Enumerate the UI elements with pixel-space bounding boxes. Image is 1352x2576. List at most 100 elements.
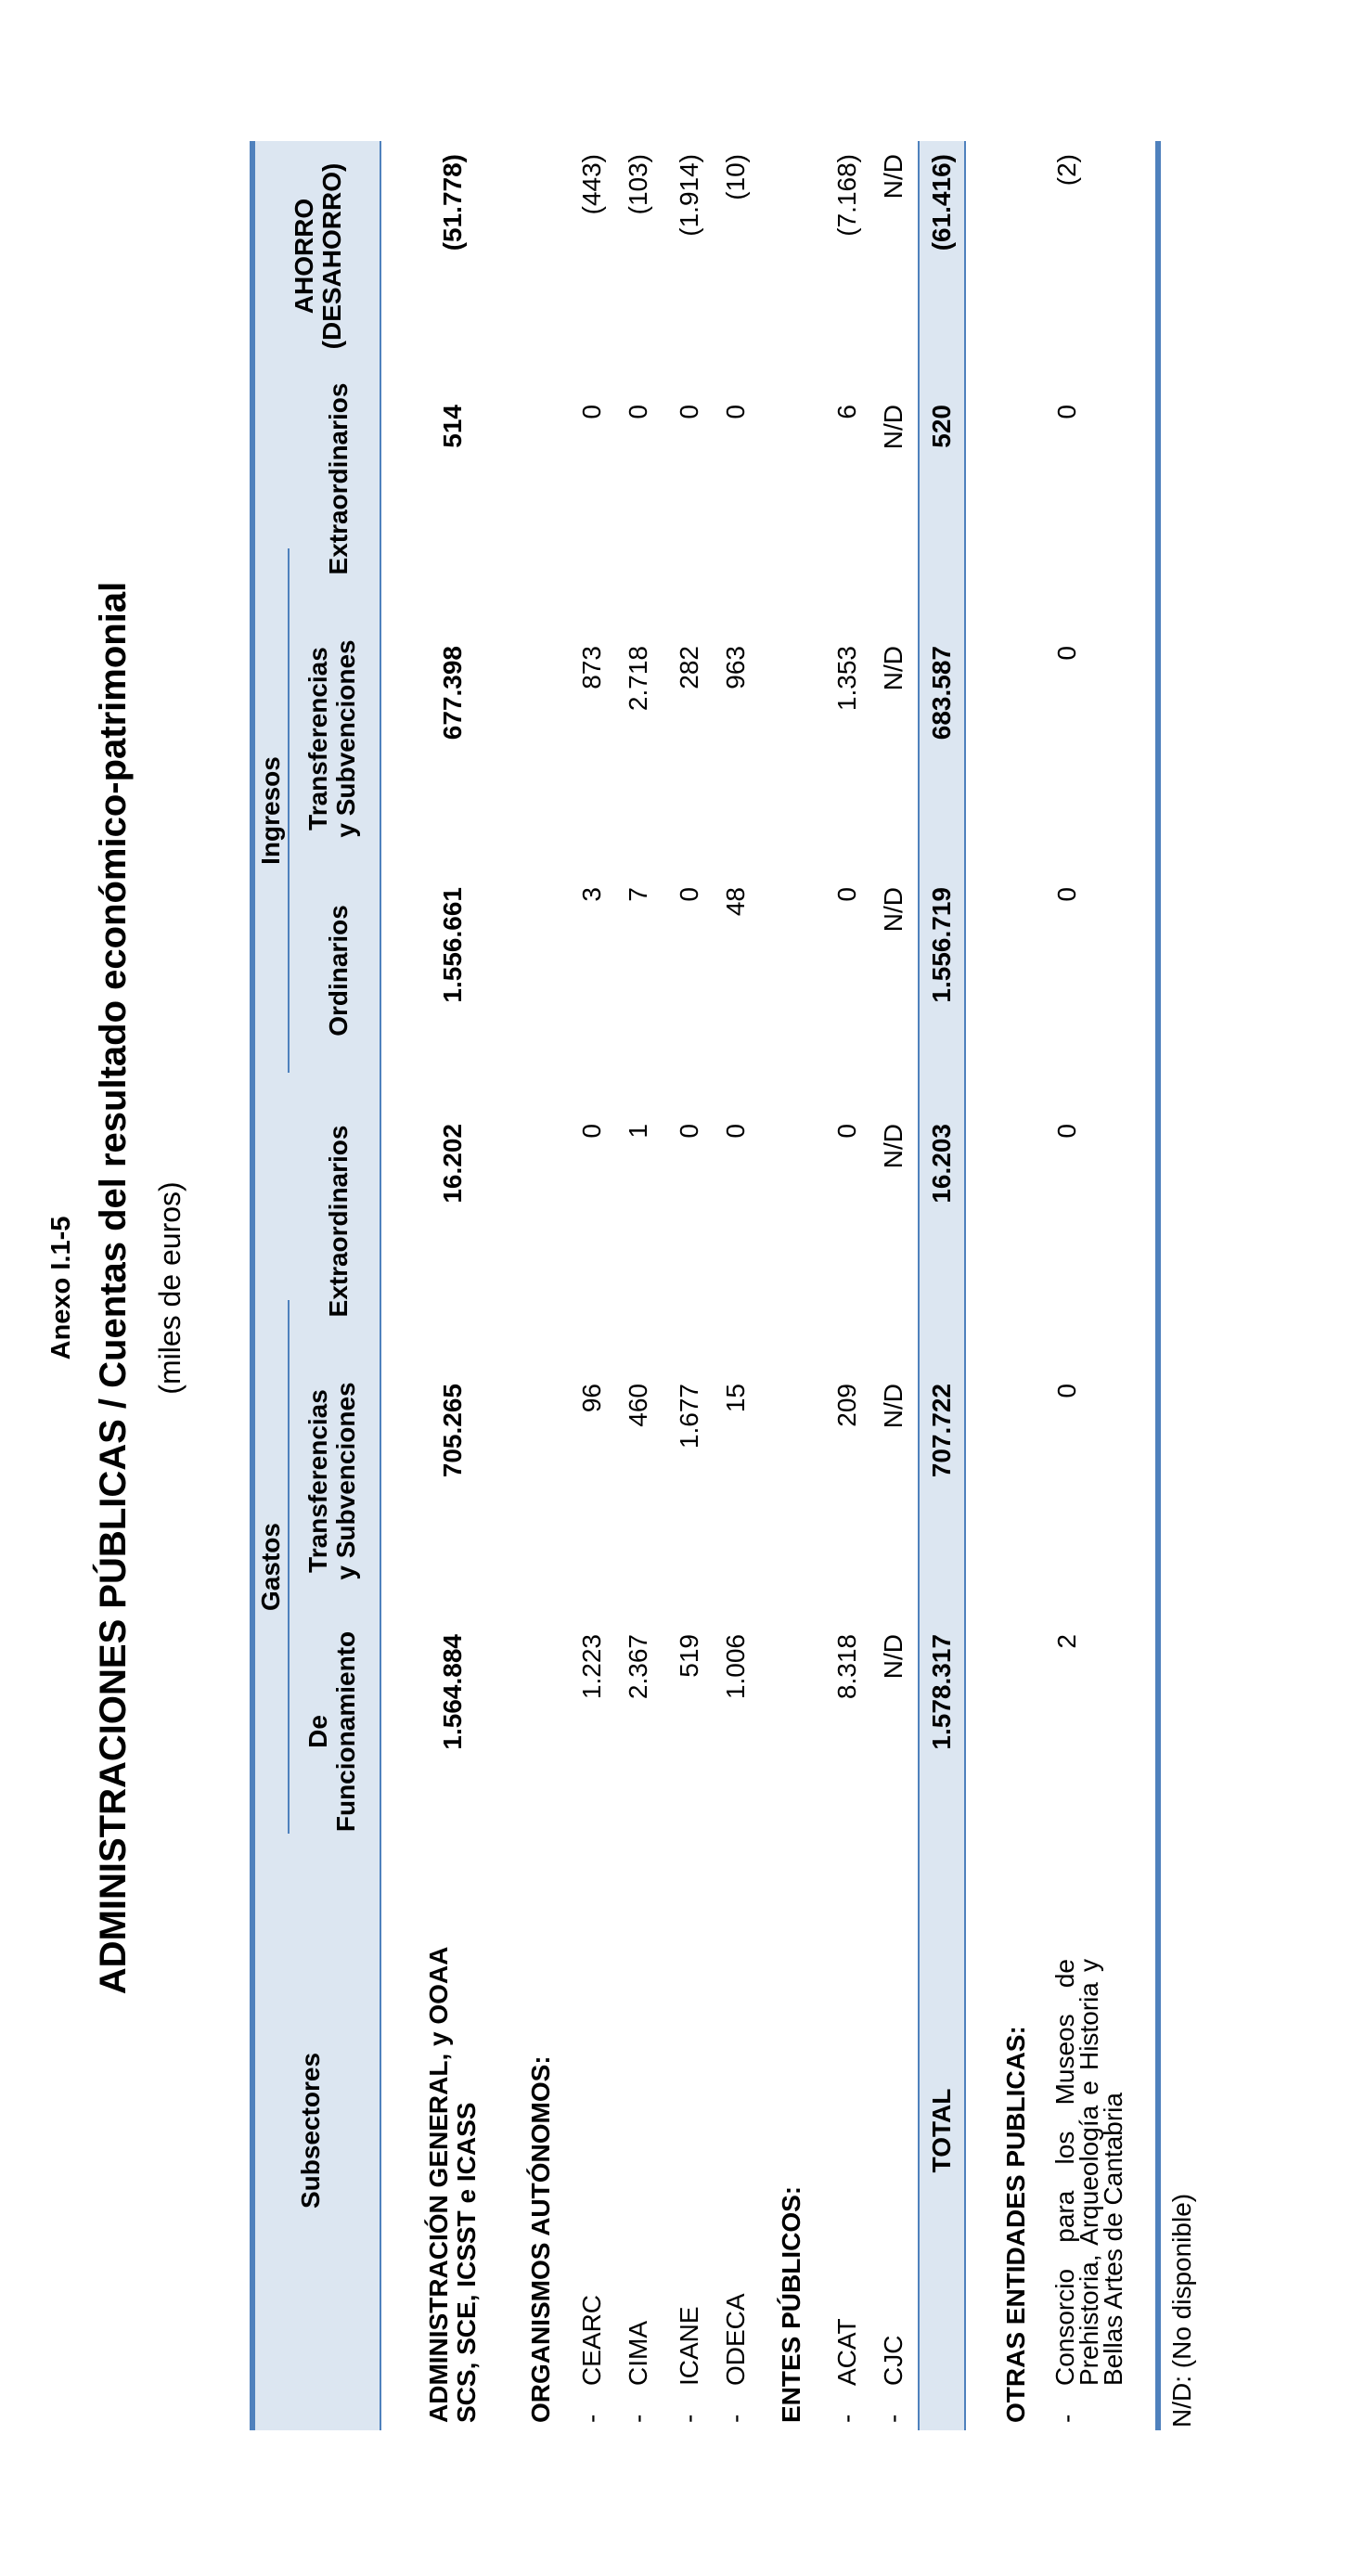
organismos-row-0-value-1: 96 bbox=[577, 1384, 606, 1413]
organismos-row-3-value-0: 1.006 bbox=[721, 1634, 750, 1700]
organismos-row-1-value-6: (103) bbox=[624, 154, 652, 215]
total-label: TOTAL bbox=[927, 2088, 956, 2173]
page-title: ADMINISTRACIONES PÚBLICAS / Cuentas del … bbox=[93, 581, 134, 1995]
otras-value-5: 0 bbox=[1052, 405, 1081, 419]
entes-row-0-label: ACAT bbox=[832, 2318, 861, 2386]
entes-row-0-value-0: 8.318 bbox=[832, 1634, 861, 1700]
section-organismos-autonomos: ORGANISMOS AUTÓNOMOS: bbox=[526, 2055, 555, 2423]
organismos-row-3-label: ODECA bbox=[721, 2293, 750, 2386]
header-ingresos-transferencias: Transferencias y Subvenciones bbox=[303, 627, 360, 850]
page-subtitle: (miles de euros) bbox=[153, 1181, 187, 1395]
organismos-row-3-value-1: 15 bbox=[721, 1384, 750, 1413]
organismos-row-0-label: CEARC bbox=[577, 2294, 606, 2386]
organismos-row-2-value-2: 0 bbox=[675, 1124, 703, 1139]
entes-row-1-dash: - bbox=[879, 2414, 908, 2423]
header-ingresos-transferencias-line2: y Subvenciones bbox=[331, 639, 360, 838]
header-ingresos: Ingresos bbox=[256, 756, 285, 865]
organismos-row-3-value-6: (10) bbox=[721, 154, 750, 200]
admin-general-ingresos-transferencias: 677.398 bbox=[438, 646, 467, 741]
organismos-row-2-dash: - bbox=[675, 2414, 703, 2423]
entes-row-1-value-6: N/D bbox=[879, 154, 908, 200]
admin-general-gastos-extraordinarios: 16.202 bbox=[438, 1124, 467, 1204]
organismos-row-1-value-2: 1 bbox=[624, 1124, 652, 1139]
header-gastos-transferencias-line2: y Subvenciones bbox=[331, 1382, 360, 1580]
header-ahorro-line1: AHORRO bbox=[290, 198, 318, 315]
organismos-row-3-value-3: 48 bbox=[721, 887, 750, 917]
organismos-row-1-value-0: 2.367 bbox=[624, 1634, 652, 1700]
organismos-row-2-label: ICANE bbox=[675, 2306, 703, 2386]
organismos-row-1-dash: - bbox=[624, 2414, 652, 2423]
header-ahorro: AHORRO (DESAHORRO) bbox=[290, 154, 346, 358]
organismos-row-2-value-5: 0 bbox=[675, 405, 703, 419]
total-value-1: 707.722 bbox=[927, 1384, 956, 1478]
organismos-row-3-value-4: 963 bbox=[721, 646, 750, 689]
annex-title: Anexo I.1-5 bbox=[46, 1216, 76, 1360]
organismos-row-2-value-3: 0 bbox=[675, 887, 703, 902]
otras-value-2: 0 bbox=[1052, 1124, 1081, 1139]
admin-general-label-line2: SCS, SCE, ICSST e ICASS bbox=[452, 2102, 481, 2423]
organismos-row-2-value-0: 519 bbox=[675, 1634, 703, 1678]
otras-row-dash: - bbox=[1052, 2414, 1081, 2423]
admin-general-gastos-transferencias: 705.265 bbox=[438, 1384, 467, 1478]
organismos-row-1-value-1: 460 bbox=[624, 1384, 652, 1427]
organismos-row-2-value-1: 1.677 bbox=[675, 1384, 703, 1449]
header-gastos-transferencias-line1: Transferencias bbox=[303, 1389, 332, 1573]
header-ingresos-transferencias-line1: Transferencias bbox=[303, 647, 332, 831]
header-ahorro-line2: (DESAHORRO) bbox=[317, 162, 346, 350]
organismos-row-0-value-5: 0 bbox=[577, 405, 606, 419]
otras-value-3: 0 bbox=[1052, 887, 1081, 902]
entes-row-1-value-4: N/D bbox=[879, 646, 908, 691]
row-label-admin-general: ADMINISTRACIÓN GENERAL, y OOAA SCS, SCE,… bbox=[424, 1946, 481, 2423]
organismos-row-0-value-3: 3 bbox=[577, 887, 606, 902]
total-value-5: 520 bbox=[927, 405, 956, 448]
organismos-row-1-value-5: 0 bbox=[624, 405, 652, 419]
entes-row-0-value-5: 6 bbox=[832, 405, 861, 419]
header-gastos-funcionamiento-line1: De bbox=[303, 1715, 332, 1748]
organismos-row-1-value-3: 7 bbox=[624, 887, 652, 902]
header-gastos-transferencias: Transferencias y Subvenciones bbox=[303, 1370, 360, 1592]
header-subsectores: Subsectores bbox=[296, 2052, 325, 2209]
otras-value-6: (2) bbox=[1052, 154, 1081, 187]
total-value-0: 1.578.317 bbox=[927, 1634, 956, 1750]
organismos-row-1-label: CIMA bbox=[624, 2321, 652, 2386]
total-row-bottom-line bbox=[964, 141, 966, 2430]
otras-value-1: 0 bbox=[1052, 1384, 1081, 1398]
entes-row-1-value-2: N/D bbox=[879, 1124, 908, 1169]
admin-general-ingresos-extraordinarios: 514 bbox=[438, 405, 467, 448]
entes-row-0-value-6: (7.168) bbox=[832, 154, 861, 237]
header-gastos-funcionamiento-line2: Funcionamiento bbox=[331, 1630, 360, 1833]
table-bottom-border bbox=[1155, 141, 1161, 2430]
admin-general-label-line1: ADMINISTRACIÓN GENERAL, y OOAA bbox=[424, 1946, 453, 2423]
admin-general-ingresos-ordinarios: 1.556.661 bbox=[438, 887, 467, 1003]
ingresos-group-line bbox=[288, 548, 290, 1073]
footnote: N/D: (No disponible) bbox=[1167, 2193, 1196, 2428]
total-row-top-line bbox=[918, 141, 920, 2430]
header-ingresos-extraordinarios: Extraordinarios bbox=[324, 382, 353, 575]
organismos-row-0-value-6: (443) bbox=[577, 154, 606, 215]
total-value-4: 683.587 bbox=[927, 646, 956, 741]
organismos-row-2-value-6: (1.914) bbox=[675, 154, 703, 237]
total-value-2: 16.203 bbox=[927, 1124, 956, 1204]
organismos-row-3-value-5: 0 bbox=[721, 405, 750, 419]
organismos-row-3-value-2: 0 bbox=[721, 1124, 750, 1139]
entes-row-1-value-5: N/D bbox=[879, 405, 908, 450]
total-value-6: (61.416) bbox=[927, 154, 956, 251]
section-otras-entidades: OTRAS ENTIDADES PUBLICAS: bbox=[1001, 2026, 1030, 2423]
entes-row-1-label: CJC bbox=[879, 2335, 908, 2386]
entes-row-0-value-4: 1.353 bbox=[832, 646, 861, 712]
entes-row-1-value-1: N/D bbox=[879, 1384, 908, 1429]
organismos-row-0-value-0: 1.223 bbox=[577, 1634, 606, 1700]
organismos-row-0-dash: - bbox=[577, 2414, 606, 2423]
organismos-row-3-dash: - bbox=[721, 2414, 750, 2423]
otras-value-4: 0 bbox=[1052, 646, 1081, 661]
table-header-divider bbox=[380, 141, 381, 2430]
admin-general-ahorro: (51.778) bbox=[438, 154, 467, 251]
header-gastos-extraordinarios: Extraordinarios bbox=[324, 1125, 353, 1318]
organismos-row-2-value-4: 282 bbox=[675, 646, 703, 689]
organismos-row-1-value-4: 2.718 bbox=[624, 646, 652, 712]
entes-row-1-value-0: N/D bbox=[879, 1634, 908, 1680]
entes-row-0-value-3: 0 bbox=[832, 887, 861, 902]
admin-general-gastos-funcionamiento: 1.564.884 bbox=[438, 1634, 467, 1750]
total-value-3: 1.556.719 bbox=[927, 887, 956, 1003]
